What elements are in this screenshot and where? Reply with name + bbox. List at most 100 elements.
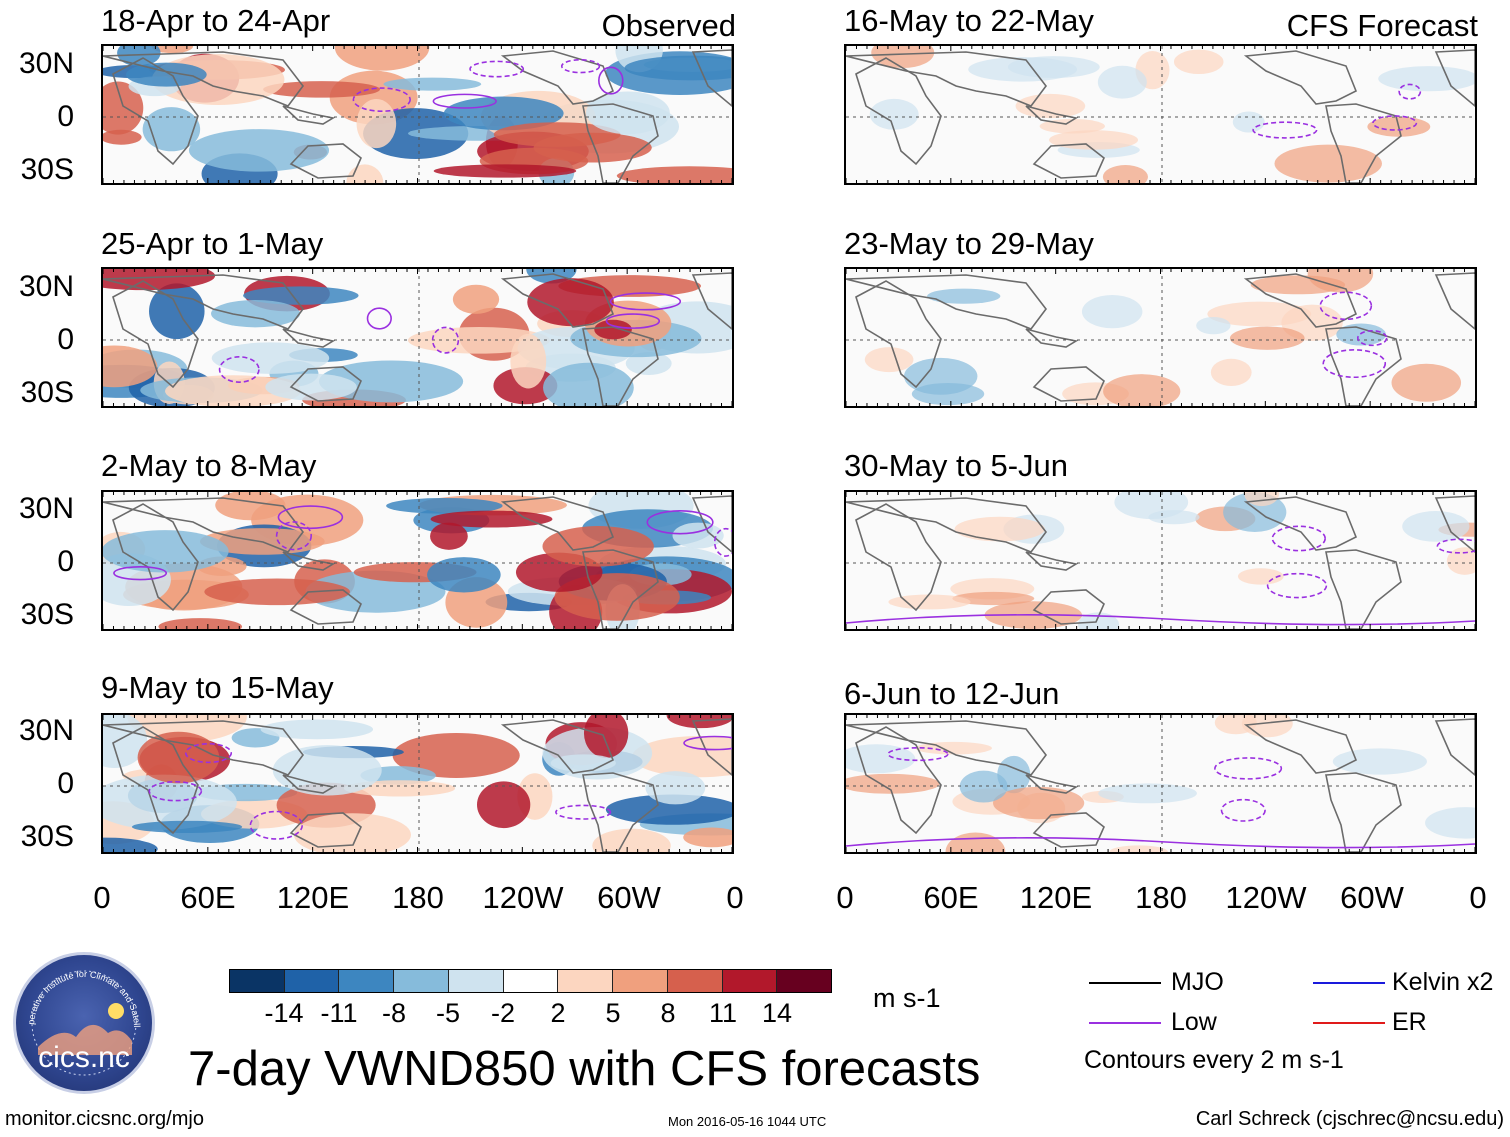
low-contour [846,837,1475,849]
logo-name: cics.nc [38,1041,130,1074]
coastline [1243,50,1358,105]
map-fcst-3 [844,490,1477,631]
negative-anomaly [103,837,158,852]
positive-anomaly [430,522,468,550]
legend-mjo-line [1089,982,1161,984]
positive-anomaly [594,319,632,340]
coastline [846,274,1048,330]
lat-30s-2: 30S [20,376,74,409]
footer-url[interactable]: monitor.cicsnc.org/mjo [5,1108,204,1130]
positive-anomaly [683,827,732,848]
lat-30n-4: 30N [18,714,74,747]
coastline [1434,495,1475,554]
map-obs-3 [101,490,734,631]
positive-anomaly [151,46,193,54]
negative-anomaly [149,283,205,340]
low-contour [469,60,525,78]
colorbar-swatch-4 [394,970,449,992]
negative-anomaly [1114,492,1189,520]
coastline [1032,812,1105,848]
panel-title-obs-3: 2-May to 8-May [101,448,317,483]
positive-anomaly [666,715,732,729]
coastline [1025,774,1079,794]
coastline [103,497,305,553]
lon-r-2: 120E [1019,880,1093,915]
cbar-tick-2: -11 [320,998,358,1028]
low-contour [609,292,682,311]
positive-anomaly [1391,363,1462,402]
colorbar-swatch-8 [613,970,668,992]
lat-eq-4: 0 [57,767,74,800]
cbar-tick-7: 5 [605,998,621,1028]
positive-anomaly [864,347,914,373]
coastline [282,551,336,571]
cbar-tick-6: 2 [550,998,566,1028]
coastline [1325,103,1402,183]
coastline [1325,772,1402,852]
low-contour [275,521,312,551]
panel-title-obs-1: 18-Apr to 24-Apr [101,3,331,38]
map-graphic [846,269,1475,406]
colorbar-swatch-2 [284,970,340,992]
low-contour [1356,329,1388,347]
cbar-tick-9: 11 [708,998,738,1028]
positive-anomaly [1102,165,1148,183]
coastline [1434,49,1475,108]
lon-l-4: 120W [482,880,564,915]
coastline [500,273,615,328]
coastline [846,497,1048,553]
map-fcst-2 [844,267,1477,408]
colorbar-swatch-1 [230,970,285,992]
negative-anomaly [645,771,706,805]
low-contour [1398,83,1422,100]
legend-er-line [1313,1022,1385,1024]
map-graphic [103,715,732,852]
observed-label: Observed [601,8,736,43]
lat-eq-1: 0 [57,100,74,133]
colorbar-swatch-9 [667,970,723,992]
coastline [103,274,305,330]
coastline [691,495,732,554]
low-contour [1220,798,1266,822]
lat-eq-3: 0 [57,545,74,578]
map-fcst-4 [844,713,1477,854]
low-contour [184,742,233,764]
footer-timestamp: Mon 2016-05-16 1044 UTC [668,1114,827,1129]
coastline [282,774,336,794]
map-graphic [103,492,732,629]
positive-anomaly [1173,49,1224,75]
colorbar-swatch-11 [777,970,832,992]
coastline [691,718,732,777]
low-contour [598,66,624,95]
svg-text:Cooperative Institute for Clim: Cooperative Institute for Climate and Sa… [16,955,142,1027]
positive-anomaly [165,375,301,406]
coastline [846,51,1048,107]
lon-r-5: 60W [1340,880,1404,915]
positive-anomaly [1307,269,1374,293]
coastline [1325,549,1402,629]
negative-anomaly [1097,65,1147,99]
negative-anomaly [188,129,330,172]
negative-anomaly [1196,316,1231,335]
coastline [112,503,199,612]
low-contour [1252,121,1318,139]
coastline [112,726,199,835]
legend-mjo-label: MJO [1171,968,1224,996]
positive-anomaly [1237,568,1284,585]
positive-anomaly [846,773,940,794]
lat-eq-2: 0 [57,323,74,356]
cics-logo: Cooperative Institute for Climate and Sa… [13,952,155,1094]
negative-anomaly [624,55,732,81]
negative-anomaly [903,357,978,395]
map-graphic [103,46,732,183]
positive-anomaly [1109,845,1168,852]
coastline [289,366,362,402]
coastline [500,496,615,551]
forecast-label: CFS Forecast [1286,8,1478,43]
positive-anomaly [527,278,614,327]
positive-anomaly [952,591,1035,606]
positive-anomaly [871,46,935,69]
cbar-tick-5: -2 [490,998,516,1028]
low-contour [1436,538,1475,554]
legend-er-label: ER [1392,1008,1427,1036]
